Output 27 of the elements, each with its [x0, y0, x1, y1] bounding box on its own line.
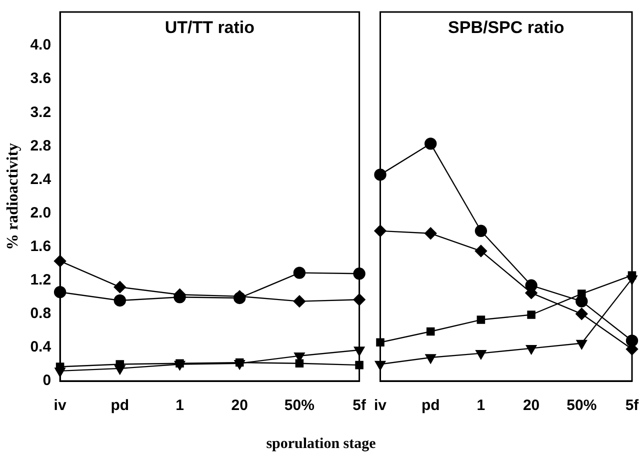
x-tick-label: pd — [110, 397, 130, 414]
chart-title: UT/TT ratio — [164, 18, 255, 38]
x-tick-label: 1 — [176, 397, 184, 414]
y-tick-label: 1.2 — [30, 272, 52, 289]
y-tick-label: 2.0 — [30, 204, 52, 222]
y-tick-label: 4.0 — [30, 36, 52, 54]
x-tick-label: 5f — [352, 397, 367, 414]
x-tick-label: iv — [54, 397, 67, 414]
y-tick-label: 3.2 — [30, 104, 52, 121]
x-tick-label: iv — [374, 397, 388, 414]
x-tick-label: 20 — [231, 397, 248, 414]
y-tick-label: 2.4 — [30, 170, 52, 188]
x-tick-label: 50% — [566, 397, 597, 414]
x-tick-label: 20 — [522, 397, 540, 414]
chart-title: SPB/SPC ratio — [448, 18, 564, 38]
y-tick-label: 0 — [42, 372, 52, 390]
x-axis-title: sporulation stage — [265, 436, 377, 453]
y-tick-label: 3.6 — [30, 70, 52, 88]
y-tick-label: 0.8 — [30, 305, 52, 322]
y-tick-label: 1.6 — [30, 238, 52, 255]
x-tick-label: 50% — [284, 397, 314, 414]
x-tick-label: pd — [421, 397, 440, 414]
x-tick-label: 5f — [625, 397, 640, 414]
y-axis-title: % radioactivity — [4, 142, 22, 250]
y-tick-label: 2.8 — [30, 137, 52, 154]
x-tick-label: 1 — [476, 397, 486, 414]
y-tick-label: 0.4 — [30, 338, 52, 356]
